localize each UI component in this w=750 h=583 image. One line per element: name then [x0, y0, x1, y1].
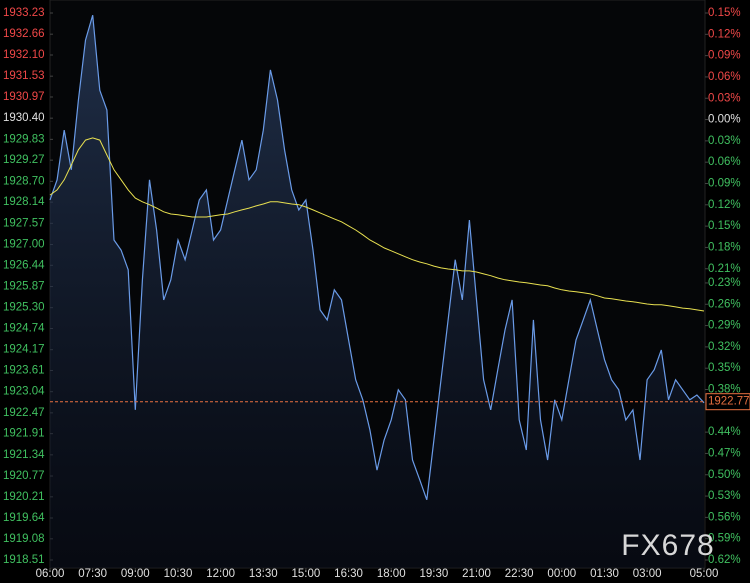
y2-tick-label: 0.29% [708, 320, 741, 332]
y-tick-label: 1922.47 [3, 407, 45, 419]
x-tick-label: 10:30 [164, 568, 193, 580]
y2-tick-label: 0.12% [708, 199, 741, 211]
y2-tick-label: 0.56% [708, 511, 741, 523]
y2-tick-label: 0.47% [708, 447, 741, 459]
x-tick-label: 22:30 [505, 568, 534, 580]
y-tick-label: 1918.51 [3, 554, 45, 566]
x-tick-label: 15:00 [292, 568, 321, 580]
y-tick-label: 1923.04 [3, 386, 45, 398]
y-tick-label: 1920.77 [3, 470, 45, 482]
y-tick-label: 1928.14 [3, 196, 45, 208]
y-tick-label: 1928.70 [3, 175, 45, 187]
y-tick-label: 1930.40 [3, 112, 45, 124]
price-line [49, 15, 705, 500]
y-tick-label: 1929.27 [3, 154, 45, 166]
y2-tick-label: 0.38% [708, 384, 741, 396]
y2-tick-label: 0.09% [708, 50, 741, 62]
watermark: FX678 [621, 529, 714, 562]
y-tick-label: 1919.64 [3, 512, 45, 524]
price-area [50, 15, 704, 568]
y-tick-label: 1930.97 [3, 91, 45, 103]
last-price-label: 1922.77 [708, 396, 750, 408]
y-tick-label: 1924.17 [3, 344, 45, 356]
y-tick-label: 1923.61 [3, 365, 45, 377]
y2-tick-label: 0.26% [708, 298, 741, 310]
y-tick-label: 1933.23 [3, 7, 45, 19]
y-tick-label: 1926.44 [3, 259, 45, 271]
y-tick-label: 1931.53 [3, 70, 45, 82]
y-tick-label: 1925.30 [3, 302, 45, 314]
y-tick-label: 1927.00 [3, 239, 45, 251]
y2-tick-label: 0.32% [708, 341, 741, 353]
y2-tick-label: 0.09% [708, 178, 741, 190]
y-tick-label: 1932.66 [3, 28, 45, 40]
average-line [49, 137, 705, 312]
y2-tick-label: 0.03% [708, 135, 741, 147]
y2-tick-label: 0.62% [708, 554, 741, 566]
x-tick-label: 18:00 [377, 568, 406, 580]
x-tick-label: 00:00 [547, 568, 576, 580]
y2-tick-label: 0.18% [708, 241, 741, 253]
y-tick-label: 1927.57 [3, 217, 45, 229]
x-tick-label: 19:30 [419, 568, 448, 580]
x-tick-label: 21:00 [462, 568, 491, 580]
y-tick-label: 1929.83 [3, 133, 45, 145]
y2-tick-label: 0.44% [708, 426, 741, 438]
x-tick-label: 06:00 [36, 568, 65, 580]
y2-tick-label: 0.06% [708, 71, 741, 83]
y2-tick-label: 0.00% [708, 114, 741, 126]
x-tick-label: 03:00 [633, 568, 662, 580]
y2-tick-label: 0.03% [708, 92, 741, 104]
y-tick-label: 1932.10 [3, 49, 45, 61]
x-tick-label: 05:00 [690, 568, 719, 580]
y2-tick-label: 0.21% [708, 263, 741, 275]
y2-tick-label: 0.53% [708, 490, 741, 502]
y2-tick-label: 0.23% [708, 277, 741, 289]
x-tick-label: 01:30 [590, 568, 619, 580]
y2-tick-label: 0.15% [708, 220, 741, 232]
y2-tick-label: 0.35% [708, 362, 741, 374]
x-tick-label: 07:30 [78, 568, 107, 580]
y2-tick-label: 0.12% [708, 28, 741, 40]
y-tick-label: 1924.74 [3, 323, 45, 335]
y-tick-label: 1919.08 [3, 533, 45, 545]
y2-tick-label: 0.50% [708, 469, 741, 481]
last-price-box [705, 393, 750, 411]
y2-tick-label: 0.06% [708, 156, 741, 168]
x-tick-label: 16:30 [334, 568, 363, 580]
y-tick-label: 1921.34 [3, 449, 45, 461]
y2-tick-label: 0.59% [708, 533, 741, 545]
x-tick-label: 09:00 [121, 568, 150, 580]
y-tick-label: 1925.87 [3, 281, 45, 293]
y-tick-label: 1920.21 [3, 491, 45, 503]
x-tick-label: 13:30 [249, 568, 278, 580]
x-tick-label: 12:00 [206, 568, 235, 580]
y2-tick-label: 0.15% [708, 7, 741, 19]
y-tick-label: 1921.91 [3, 428, 45, 440]
